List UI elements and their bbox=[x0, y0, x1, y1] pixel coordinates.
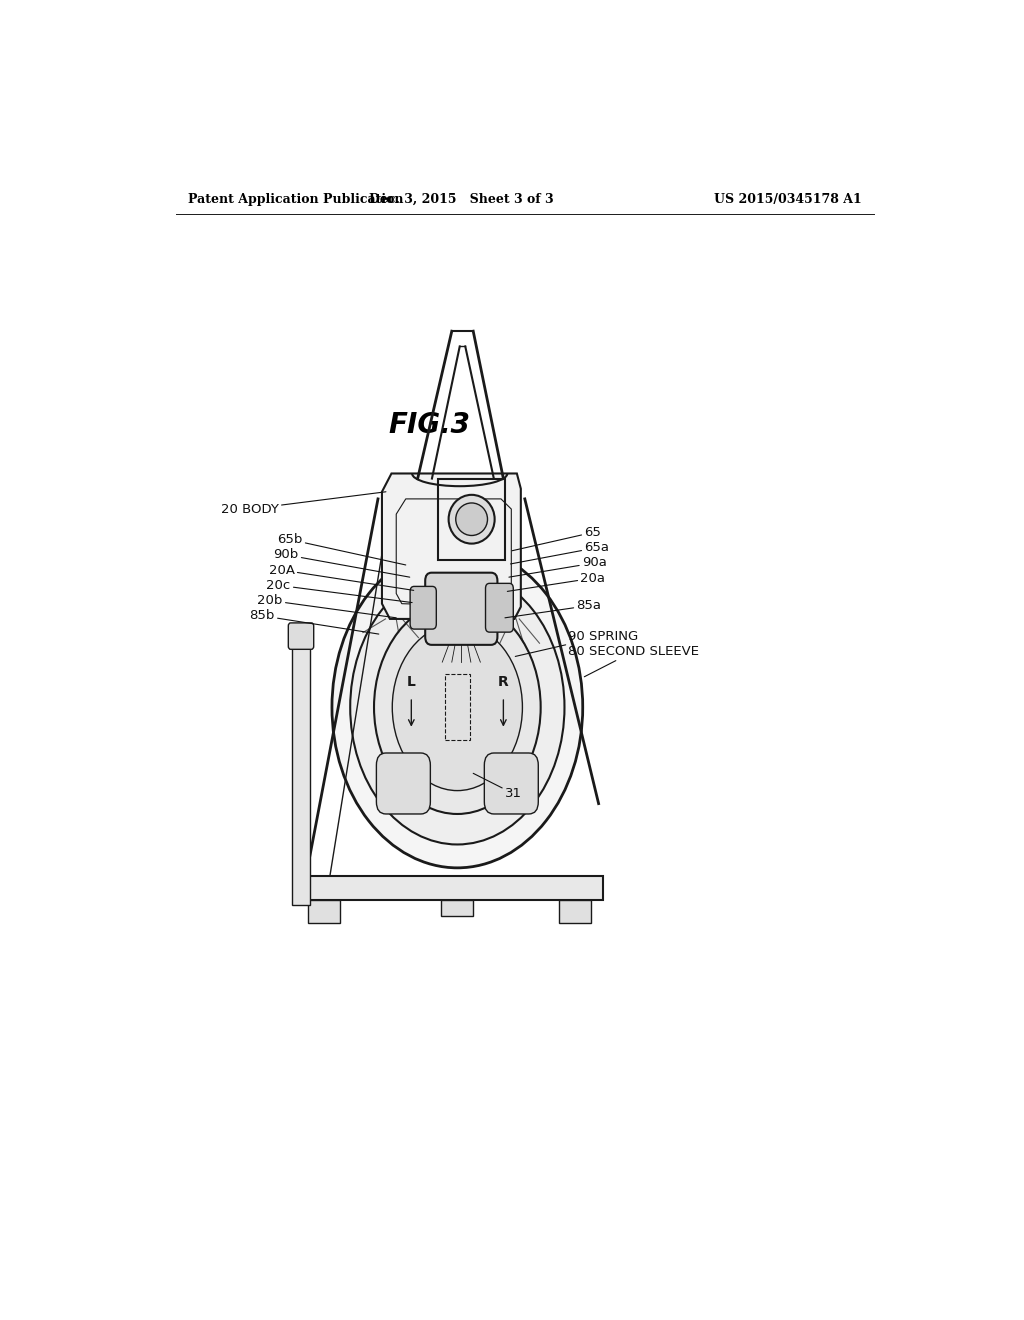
Polygon shape bbox=[382, 474, 521, 619]
FancyBboxPatch shape bbox=[377, 752, 430, 814]
Bar bbox=[441, 900, 473, 916]
Text: 85b: 85b bbox=[250, 610, 379, 634]
Bar bbox=[292, 647, 309, 906]
Text: Patent Application Publication: Patent Application Publication bbox=[187, 193, 403, 206]
Text: 90 SPRING: 90 SPRING bbox=[515, 630, 639, 656]
Bar bbox=[444, 675, 470, 741]
Ellipse shape bbox=[449, 495, 495, 544]
Text: 80 SECOND SLEEVE: 80 SECOND SLEEVE bbox=[568, 645, 699, 677]
Bar bbox=[308, 900, 340, 923]
Text: 20a: 20a bbox=[507, 572, 605, 591]
Circle shape bbox=[392, 624, 522, 791]
FancyBboxPatch shape bbox=[411, 586, 436, 630]
Text: US 2015/0345178 A1: US 2015/0345178 A1 bbox=[715, 193, 862, 206]
Ellipse shape bbox=[456, 503, 487, 536]
Text: 20b: 20b bbox=[257, 594, 396, 618]
Bar bbox=[296, 876, 602, 900]
Text: 90b: 90b bbox=[273, 548, 410, 577]
Text: 20c: 20c bbox=[266, 578, 412, 602]
FancyBboxPatch shape bbox=[289, 623, 313, 649]
Text: FIG.3: FIG.3 bbox=[389, 411, 470, 438]
Text: L: L bbox=[407, 675, 416, 689]
FancyBboxPatch shape bbox=[435, 523, 479, 565]
Circle shape bbox=[332, 546, 583, 867]
FancyBboxPatch shape bbox=[484, 752, 539, 814]
Bar bbox=[559, 900, 591, 923]
Text: 65: 65 bbox=[512, 525, 601, 550]
Text: 20 BODY: 20 BODY bbox=[221, 492, 386, 516]
FancyBboxPatch shape bbox=[485, 583, 513, 632]
Text: 65b: 65b bbox=[278, 533, 406, 565]
Text: 85a: 85a bbox=[505, 599, 601, 618]
Text: 31: 31 bbox=[473, 774, 522, 800]
Text: 65a: 65a bbox=[511, 541, 609, 564]
Circle shape bbox=[374, 601, 541, 814]
Text: 20A: 20A bbox=[268, 564, 414, 590]
FancyBboxPatch shape bbox=[425, 573, 498, 645]
Text: R: R bbox=[498, 675, 509, 689]
Text: 90a: 90a bbox=[509, 557, 607, 577]
Circle shape bbox=[350, 570, 564, 845]
Text: Dec. 3, 2015   Sheet 3 of 3: Dec. 3, 2015 Sheet 3 of 3 bbox=[369, 193, 554, 206]
